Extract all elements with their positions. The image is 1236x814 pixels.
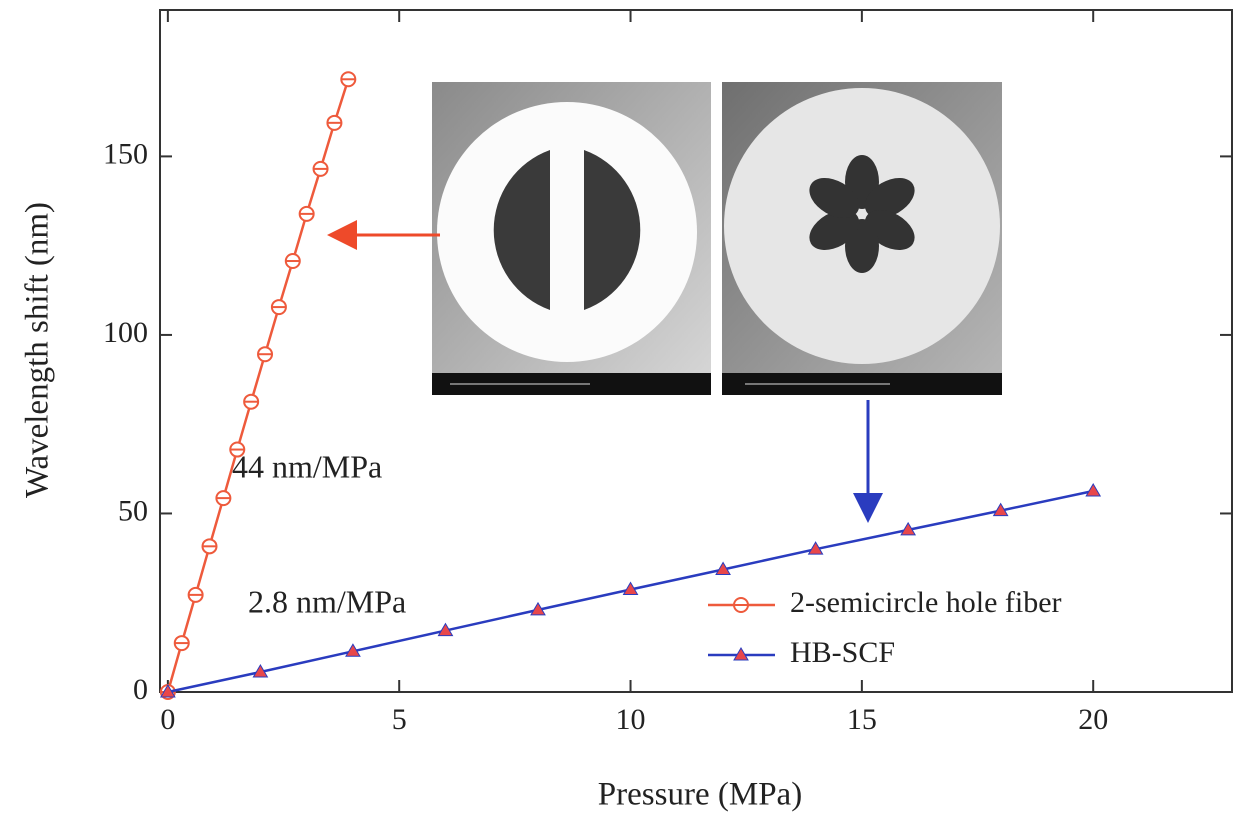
y-tick-label: 100: [103, 316, 148, 349]
marker: [345, 643, 361, 657]
marker: [159, 684, 176, 698]
x-tick-label: 20: [1078, 703, 1108, 736]
y-tick-label: 0: [133, 673, 148, 706]
marker: [715, 561, 731, 576]
x-tick-label: 10: [616, 703, 646, 736]
legend-marker: [733, 597, 749, 613]
marker: [437, 622, 454, 637]
marker: [900, 521, 917, 536]
plot-frame: [159, 9, 1233, 693]
marker: [622, 581, 639, 596]
marker: [252, 664, 269, 678]
marker: [187, 586, 204, 603]
marker: [326, 114, 343, 131]
marker: [215, 490, 232, 507]
legend-marker: [733, 647, 749, 661]
y-tick-label: 150: [103, 137, 148, 170]
marker: [298, 205, 315, 222]
legend-label: HB-SCF: [790, 636, 895, 669]
sem-image-right: [722, 82, 1002, 395]
marker: [270, 299, 287, 316]
marker: [1085, 482, 1102, 497]
marker: [992, 502, 1009, 517]
marker: [173, 635, 190, 652]
marker: [340, 71, 357, 88]
sem-image-left: [432, 82, 711, 395]
marker: [312, 160, 329, 177]
annotation: 44 nm/MPa: [232, 448, 382, 484]
legend-label: 2-semicircle hole fiber: [790, 586, 1062, 619]
y-axis-label: Wavelength shift (nm): [20, 202, 56, 498]
x-tick-label: 5: [392, 703, 407, 736]
y-tick-label: 50: [118, 494, 148, 527]
x-tick-label: 15: [847, 703, 877, 736]
marker: [807, 541, 824, 555]
marker: [284, 253, 301, 270]
annotation: 2.8 nm/MPa: [248, 583, 406, 619]
marker: [257, 346, 274, 363]
x-axis-label: Pressure (MPa): [598, 777, 802, 813]
marker: [530, 601, 546, 616]
marker: [243, 393, 260, 410]
x-tick-label: 0: [160, 703, 175, 736]
marker: [229, 441, 246, 458]
marker: [201, 538, 218, 555]
